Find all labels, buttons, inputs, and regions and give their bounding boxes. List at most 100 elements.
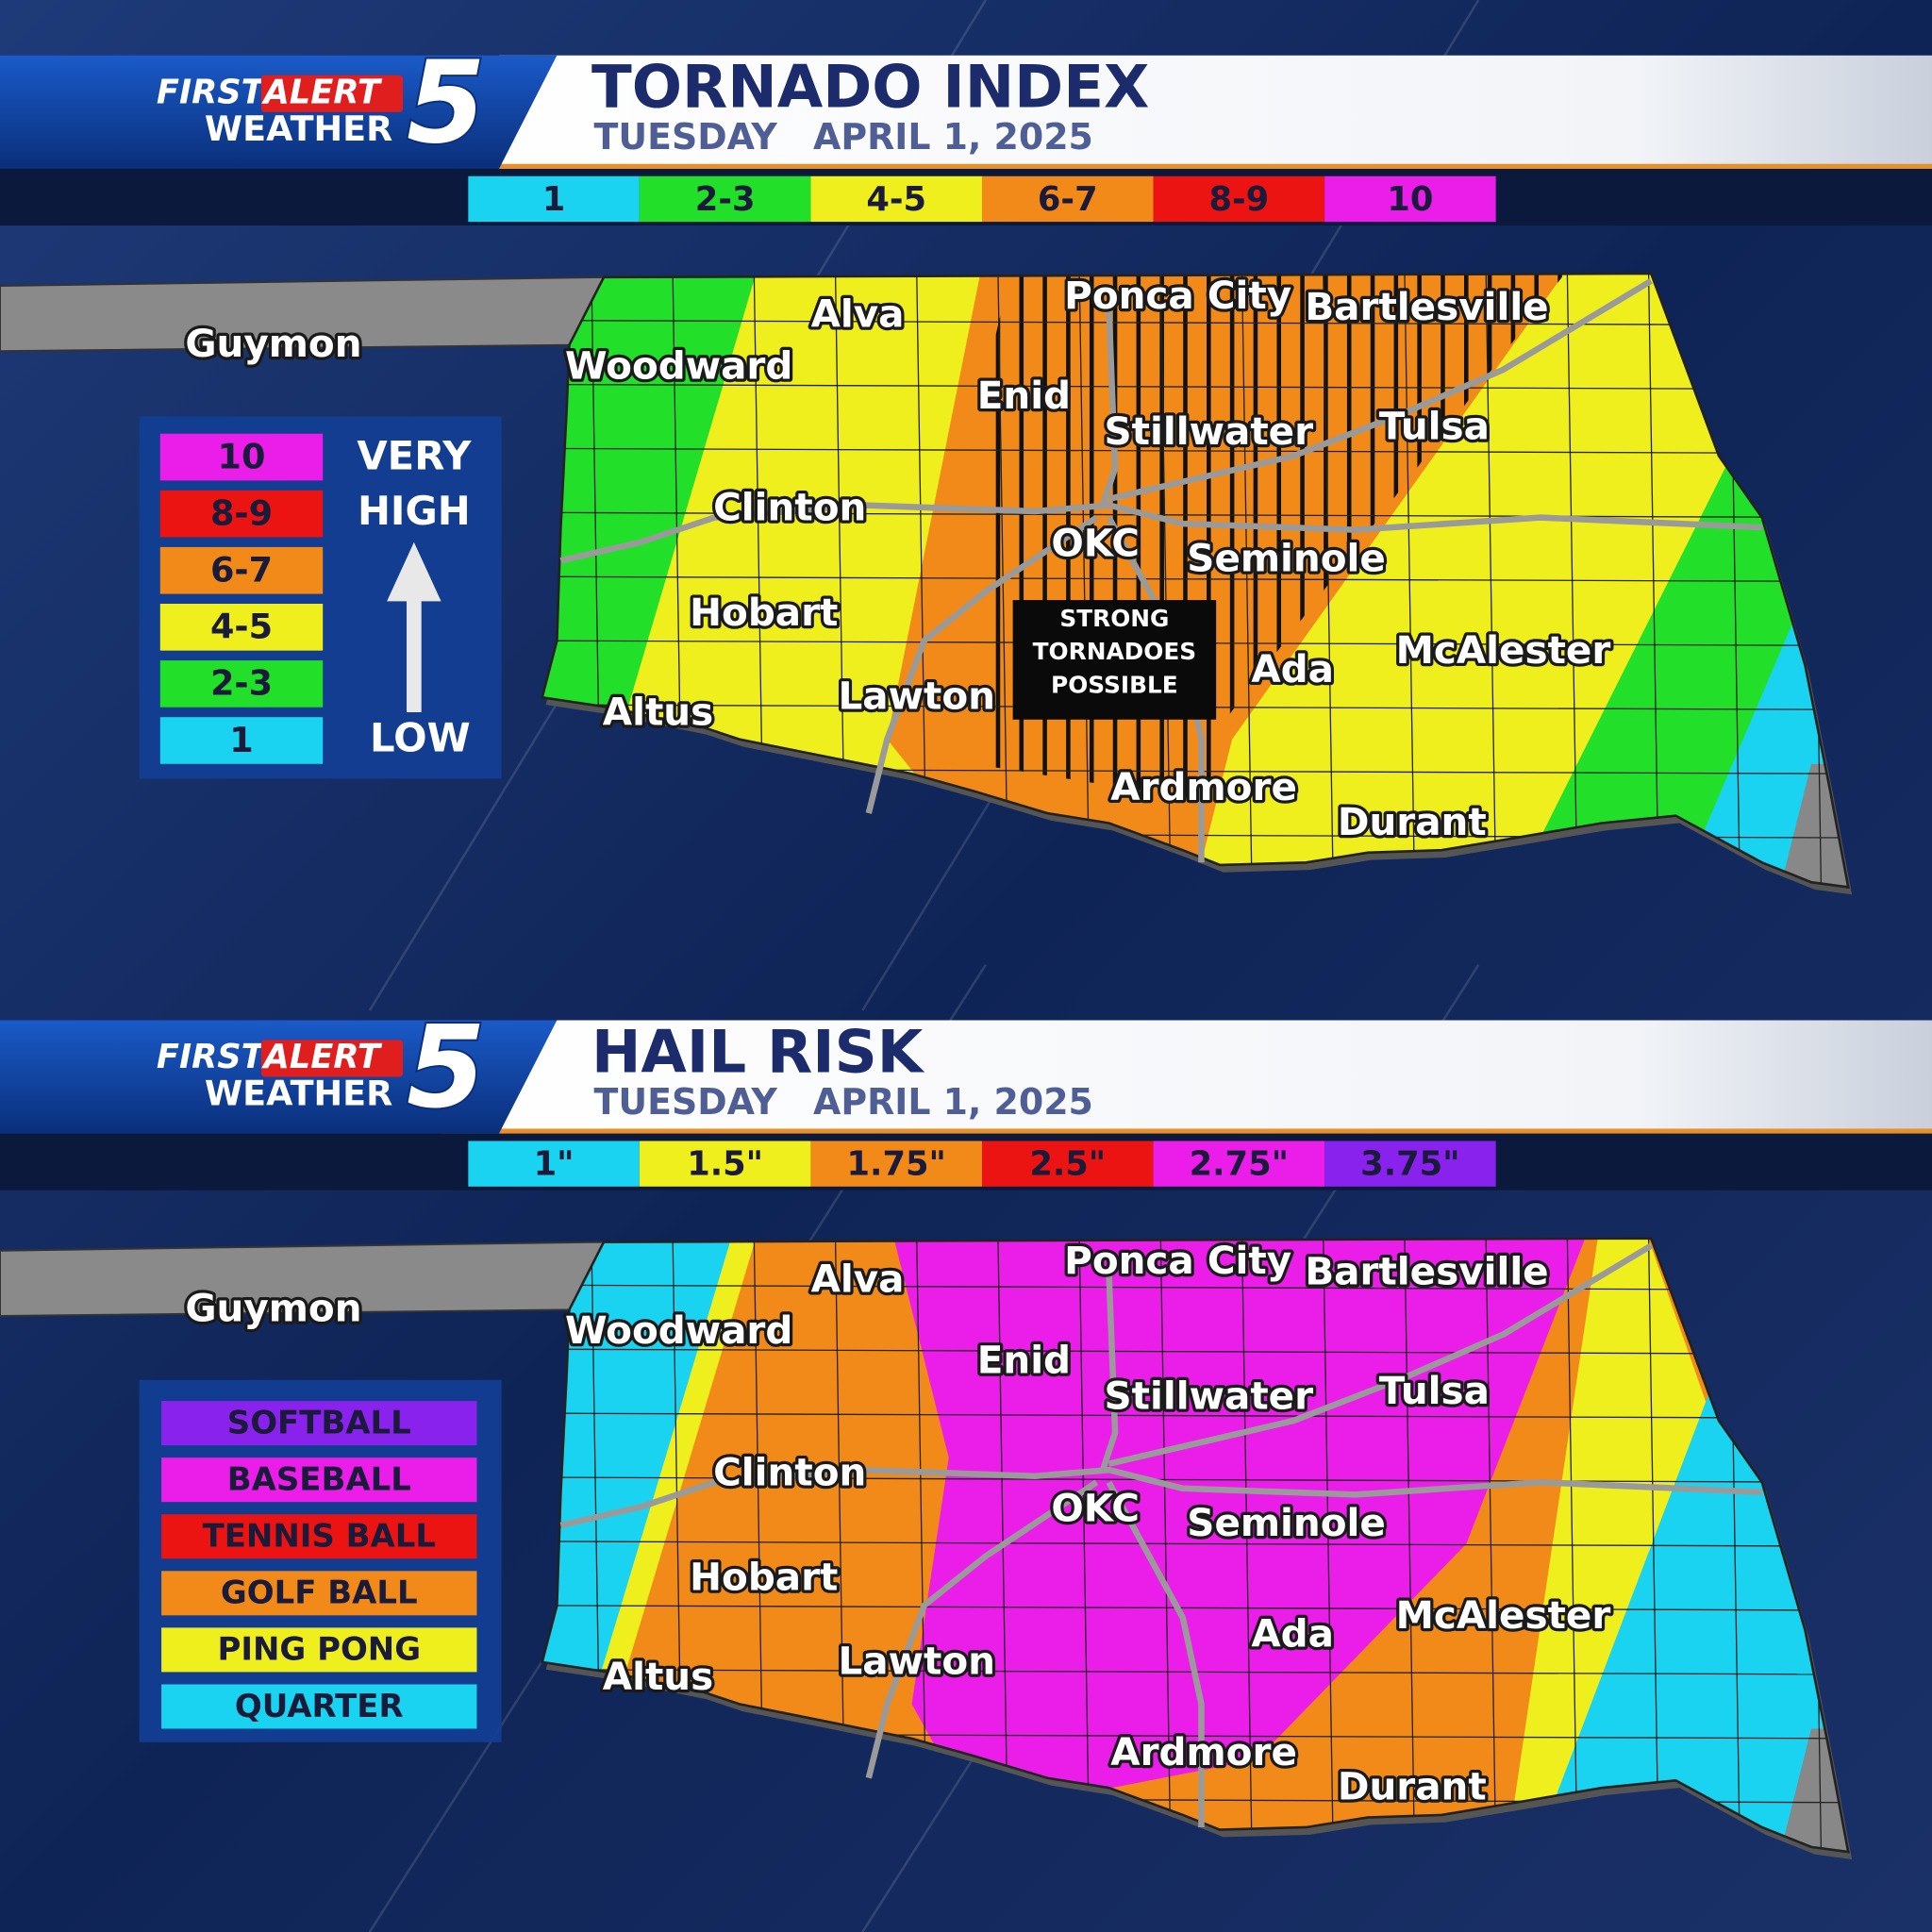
logo-first: FIRST — [157, 73, 267, 111]
city-label: OKC — [1051, 1485, 1140, 1530]
title: HAIL RISK — [591, 1017, 925, 1086]
legend-swatch — [159, 433, 324, 481]
county-line — [541, 447, 1849, 455]
city-label: Tulsa — [1379, 1368, 1490, 1413]
city-label: Lawton — [839, 674, 995, 719]
county-line — [541, 1669, 1849, 1675]
highway — [1099, 308, 1119, 507]
legend-label: 2-3 — [210, 663, 273, 704]
county-line — [541, 1412, 1849, 1419]
legend-swatch — [161, 1627, 477, 1673]
scale-swatch — [639, 1141, 811, 1187]
county-line — [1241, 1238, 1253, 1853]
county-line — [1078, 273, 1091, 888]
logo-weather: WEATHER — [205, 1074, 392, 1114]
city-label: Bartlesville — [1305, 1249, 1548, 1294]
scale-label: 10 — [1387, 180, 1433, 219]
city-label: Ponca City — [1064, 273, 1291, 318]
title-bar — [443, 55, 1932, 169]
callout-text: STRONG — [1059, 605, 1169, 632]
logo-first: FIRST — [157, 1038, 267, 1076]
legend-swatch — [159, 490, 324, 538]
logo-alert-box — [260, 1040, 404, 1077]
city-label: McAlester — [1396, 1592, 1611, 1638]
highway — [865, 514, 1099, 814]
city-label: Hobart — [690, 1554, 838, 1599]
title-underline — [443, 1128, 1932, 1134]
county-line — [1323, 1238, 1334, 1853]
city-label: Enid — [977, 373, 1071, 418]
county-line — [1159, 1238, 1172, 1853]
state-outline — [541, 1237, 1850, 1854]
highway — [1099, 1273, 1119, 1472]
scale-label: 3.75" — [1360, 1145, 1459, 1184]
legend-label: SOFTBALL — [227, 1404, 411, 1441]
city-label: Ada — [1251, 1611, 1334, 1657]
title: TORNADO INDEX — [591, 53, 1149, 122]
callout-text: POSSIBLE — [1051, 672, 1178, 699]
logo-alert-box — [260, 75, 404, 112]
scale-label: 4-5 — [866, 180, 926, 219]
risk-zone — [541, 273, 764, 727]
city-label: Durant — [1338, 1763, 1487, 1808]
legend-label: TENNIS BALL — [203, 1518, 436, 1556]
highway — [559, 502, 1762, 564]
weekday: TUESDAY — [594, 116, 778, 158]
scale-swatch — [810, 175, 982, 223]
legend-label: QUARTER — [235, 1688, 404, 1725]
logo-number: 5 — [407, 1002, 486, 1134]
scale-label: 2-3 — [695, 180, 756, 219]
scale-label: 2.5" — [1029, 1145, 1106, 1184]
city-label: Stillwater — [1105, 408, 1314, 454]
city-label: Guymon — [185, 1286, 361, 1331]
date: APRIL 1, 2025 — [813, 116, 1093, 158]
county-line — [541, 575, 1849, 583]
county-line — [1323, 273, 1334, 888]
city-label: Ardmore — [1110, 1729, 1297, 1774]
city-label: Clinton — [713, 485, 866, 530]
weekday: TUESDAY — [594, 1081, 778, 1123]
legend-label: 10 — [218, 436, 266, 476]
city-label: Woodward — [565, 1307, 792, 1353]
legend-low: LOW — [370, 714, 471, 760]
city-label: Seminole — [1187, 1500, 1386, 1545]
risk-zone — [887, 1238, 1596, 1815]
legend-swatch — [161, 1401, 477, 1446]
city-label: Durant — [1338, 799, 1487, 844]
scale-swatch — [468, 175, 640, 223]
scale-swatch — [981, 1141, 1154, 1187]
scale-label: 6-7 — [1038, 180, 1098, 219]
logo-weather: WEATHER — [205, 108, 392, 149]
callout-text: TORNADOES — [1033, 638, 1197, 665]
city-label: Alva — [811, 1256, 905, 1301]
title-underline — [443, 163, 1932, 169]
legend-swatch — [161, 1514, 477, 1559]
city-label: Woodward — [565, 343, 792, 389]
title-bar — [443, 1020, 1932, 1134]
scale-swatch — [1153, 1141, 1325, 1187]
scale-swatch — [810, 1141, 982, 1187]
county-line — [541, 1541, 1849, 1547]
legend-swatch — [161, 1457, 477, 1503]
city-label: Enid — [977, 1338, 1071, 1383]
legend-high: VERY — [357, 432, 472, 478]
county-line — [1159, 273, 1172, 888]
risk-zone — [541, 1238, 740, 1705]
legend-label: BASEBALL — [227, 1460, 411, 1498]
highway — [1108, 1242, 1653, 1467]
county-line — [1241, 273, 1253, 888]
city-label: Lawton — [839, 1638, 995, 1683]
scale-swatch — [468, 1141, 640, 1187]
state-outline — [541, 272, 1850, 889]
scale-swatch — [1153, 175, 1325, 223]
legend-high: HIGH — [358, 488, 471, 534]
scale-swatch — [1324, 175, 1496, 223]
legend-label: 8-9 — [210, 492, 273, 533]
city-label: Tulsa — [1379, 404, 1490, 449]
city-label: McAlester — [1396, 627, 1611, 673]
legend-swatch — [159, 604, 324, 651]
city-label: Ponca City — [1064, 1238, 1291, 1283]
city-label: Altus — [603, 690, 713, 735]
